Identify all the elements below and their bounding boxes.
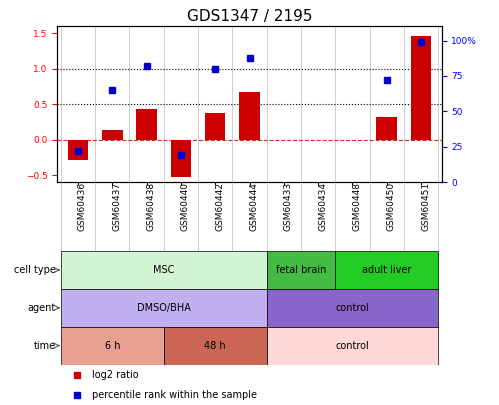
- Bar: [61, 251, 266, 289]
- Text: GSM60437: GSM60437: [112, 182, 121, 231]
- Text: 6 h: 6 h: [104, 341, 120, 351]
- Bar: [102, 130, 123, 140]
- Text: DMSO/BHA: DMSO/BHA: [137, 303, 191, 313]
- Text: time: time: [33, 341, 56, 351]
- Title: GDS1347 / 2195: GDS1347 / 2195: [187, 9, 312, 24]
- Text: GSM60438: GSM60438: [147, 182, 156, 231]
- Bar: [61, 289, 266, 327]
- Bar: [136, 109, 157, 140]
- Text: MSC: MSC: [153, 265, 175, 275]
- Bar: [61, 327, 164, 364]
- Text: cell type: cell type: [14, 265, 56, 275]
- Bar: [335, 251, 438, 289]
- Text: GSM60436: GSM60436: [78, 182, 87, 231]
- Bar: [68, 140, 88, 160]
- Bar: [266, 289, 438, 327]
- Text: GSM60442: GSM60442: [215, 182, 224, 231]
- Text: GSM60448: GSM60448: [352, 182, 361, 231]
- Text: adult liver: adult liver: [362, 265, 411, 275]
- Text: GSM60434: GSM60434: [318, 182, 327, 231]
- Bar: [266, 327, 438, 364]
- Text: GSM60451: GSM60451: [421, 182, 430, 231]
- Text: log2 ratio: log2 ratio: [92, 370, 139, 379]
- Text: agent: agent: [27, 303, 56, 313]
- Bar: [239, 92, 260, 140]
- Bar: [376, 117, 397, 140]
- Bar: [266, 251, 335, 289]
- Text: GSM60444: GSM60444: [250, 182, 258, 231]
- Text: percentile rank within the sample: percentile rank within the sample: [92, 390, 257, 400]
- Bar: [205, 113, 226, 140]
- Bar: [171, 140, 191, 177]
- Bar: [164, 327, 266, 364]
- Bar: [411, 36, 431, 140]
- Text: GSM60440: GSM60440: [181, 182, 190, 231]
- Text: control: control: [335, 303, 369, 313]
- Text: GSM60433: GSM60433: [284, 182, 293, 231]
- Text: fetal brain: fetal brain: [276, 265, 326, 275]
- Text: GSM60450: GSM60450: [387, 182, 396, 231]
- Text: control: control: [335, 341, 369, 351]
- Text: 48 h: 48 h: [205, 341, 226, 351]
